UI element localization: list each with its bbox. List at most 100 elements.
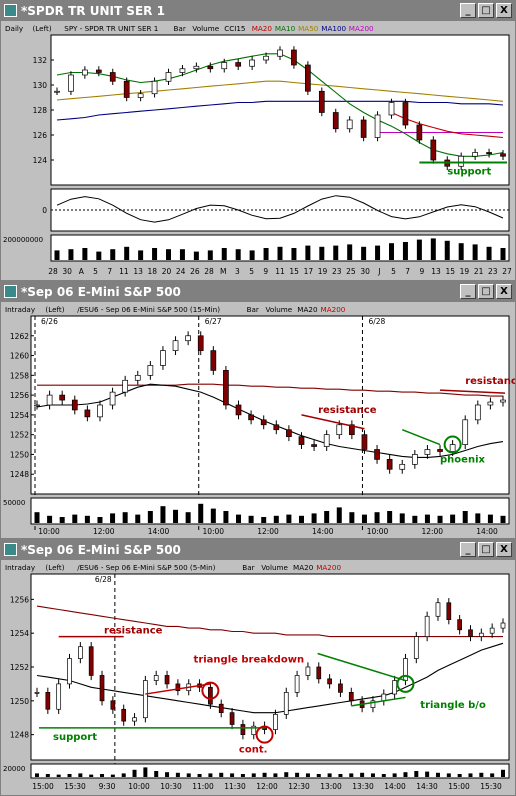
- header-item: MA200: [316, 563, 341, 572]
- breakout-circle: [396, 674, 415, 693]
- price-bar: [34, 692, 40, 694]
- maximize-button[interactable]: □: [478, 284, 494, 299]
- price-bar: [392, 680, 397, 695]
- volume-bar: [479, 772, 484, 777]
- price-bar: [71, 399, 78, 411]
- chart-spy-daily[interactable]: Daily (Left) SPY - SPDR TR UNIT SER 1 Bar Vo…: [1, 21, 515, 280]
- price-bar: [273, 713, 278, 730]
- volume-bar: [430, 238, 436, 260]
- x-tick-label: 20: [162, 267, 172, 276]
- volume-bar: [501, 769, 505, 777]
- price-bar: [208, 686, 213, 705]
- close-button[interactable]: X: [496, 3, 512, 18]
- triangle-line: [317, 652, 406, 682]
- title-bar[interactable]: *Sep 06 E-Mini S&P 500 _ □ X: [1, 540, 515, 560]
- price-bar: [338, 683, 343, 693]
- y-tick-label: 1262: [10, 332, 29, 341]
- x-tick-label: 14:00: [312, 527, 334, 536]
- resistance-line: [439, 389, 506, 394]
- header-item: MA10: [275, 24, 296, 33]
- volume-bar: [374, 512, 380, 523]
- price-bar: [294, 675, 300, 693]
- volume-bar: [311, 513, 317, 523]
- price-bar: [122, 379, 129, 393]
- price-bar: [283, 692, 289, 715]
- x-tick-label: 12:30: [288, 782, 310, 791]
- x-tick-label: 15: [445, 267, 455, 276]
- volume-bar: [97, 517, 103, 523]
- header-item: (Left): [33, 24, 52, 33]
- price-bar: [489, 627, 495, 634]
- volume-bar: [298, 515, 304, 523]
- y-tick-label: 124: [33, 156, 48, 165]
- close-button[interactable]: X: [496, 284, 512, 299]
- x-tick-label: 13: [431, 267, 441, 276]
- price-bar: [207, 65, 214, 70]
- y-tick-label: 1256: [10, 595, 29, 604]
- session-label: 6/28: [368, 317, 385, 326]
- volume-bar: [324, 511, 330, 523]
- x-tick-label: 26: [190, 267, 200, 276]
- volume-bar: [424, 514, 430, 523]
- trendline: [401, 429, 441, 446]
- price-bar: [97, 404, 103, 418]
- price-bar: [95, 69, 102, 73]
- x-tick-label: 24: [176, 267, 186, 276]
- price-bar: [88, 646, 94, 676]
- price-bar: [424, 615, 430, 637]
- volume-bar: [446, 773, 451, 777]
- volume-bar: [121, 773, 126, 777]
- price-bar: [223, 370, 229, 406]
- price-bar: [468, 629, 473, 637]
- x-tick-label: 28: [48, 267, 58, 276]
- chart-window-icon[interactable]: [4, 285, 17, 298]
- x-tick-label: 12:00: [256, 782, 278, 791]
- volume-bar: [72, 514, 78, 523]
- maximize-button[interactable]: □: [478, 542, 494, 557]
- minimize-button[interactable]: _: [460, 542, 476, 557]
- volume-bar: [221, 248, 227, 260]
- header-item: MA100: [321, 24, 346, 33]
- title-bar[interactable]: *Sep 06 E-Mini S&P 500 _ □ X: [1, 282, 515, 302]
- chart-es-5min[interactable]: Intraday (Left) /ESU6 - Sep 06 E-Mini S&P …: [1, 560, 515, 795]
- chart-window-icon[interactable]: [4, 4, 17, 17]
- price-bar: [388, 102, 395, 116]
- x-tick-label: 3: [235, 267, 240, 276]
- volume-bar: [291, 248, 297, 260]
- price-bar: [413, 636, 419, 659]
- volume-bar: [165, 772, 170, 777]
- volume-bar: [68, 249, 74, 260]
- title-bar[interactable]: *SPDR TR UNIT SER 1 _ □ X: [1, 1, 515, 21]
- header-item: /ESU6 - Sep 06 E-Mini S&P 500 (15-Min): [77, 305, 220, 314]
- y-tick-label: 1260: [10, 352, 29, 361]
- minimize-button[interactable]: _: [460, 3, 476, 18]
- chart-window-icon[interactable]: [4, 543, 17, 556]
- close-button[interactable]: X: [496, 542, 512, 557]
- volume-bar: [472, 244, 478, 260]
- volume-bar: [179, 249, 185, 260]
- x-tick-label: 10:00: [202, 527, 224, 536]
- price-bar: [458, 155, 465, 167]
- volume-bar: [338, 774, 343, 777]
- x-tick-label: 10:00: [38, 527, 60, 536]
- price-bar: [327, 678, 332, 685]
- y-tick-label: 132: [33, 56, 48, 65]
- chart-es-15min[interactable]: Intraday (Left) /ESU6 - Sep 06 E-Mini S&P …: [1, 302, 515, 538]
- minimize-button[interactable]: _: [460, 284, 476, 299]
- volume-bar: [132, 769, 137, 777]
- volume-bar: [475, 513, 481, 523]
- price-bar: [235, 62, 242, 67]
- volume-bar: [295, 772, 300, 777]
- price-bar: [474, 404, 481, 421]
- maximize-button[interactable]: □: [478, 3, 494, 18]
- volume-bar: [197, 774, 202, 777]
- header-item: Volume: [192, 24, 219, 33]
- price-bar: [311, 444, 317, 447]
- price-bar: [411, 454, 418, 465]
- volume-bar: [487, 514, 493, 523]
- volume-bar: [78, 773, 83, 777]
- x-tick-label: 23: [332, 267, 342, 276]
- volume-bar: [389, 243, 394, 260]
- y-tick-label: 1258: [10, 371, 29, 380]
- volume-bar: [273, 773, 278, 777]
